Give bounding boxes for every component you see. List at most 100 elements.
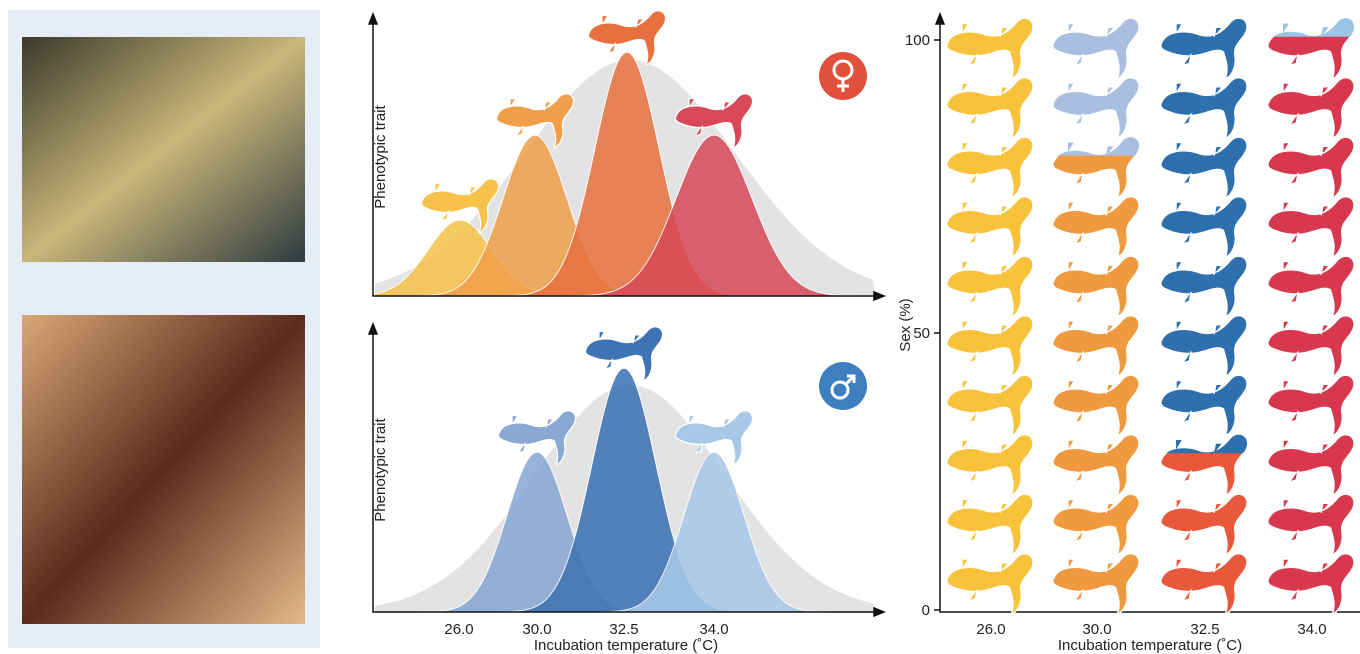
gecko-body <box>1268 375 1354 435</box>
x-tick-label: 32.5 <box>609 621 638 638</box>
female-symbol <box>819 52 867 100</box>
gecko-body <box>1053 435 1139 495</box>
gecko-body <box>1053 256 1139 316</box>
gecko-body <box>1161 78 1247 138</box>
x-tick-label: 32.5 <box>1190 621 1219 638</box>
x-tick-label: 26.0 <box>444 621 473 638</box>
gecko-icon <box>1053 375 1139 435</box>
gecko-icon <box>947 137 1033 197</box>
gecko-icon <box>947 18 1033 78</box>
gecko-icon <box>947 78 1033 138</box>
gecko-icon <box>1161 494 1247 554</box>
gecko-body <box>1268 435 1354 495</box>
gecko-body <box>947 18 1033 78</box>
sex-ratio-grid <box>947 18 1354 614</box>
y-ticks <box>934 40 940 610</box>
gecko-icon <box>1053 137 1139 197</box>
gecko-icon <box>1161 197 1247 257</box>
gecko-icon <box>1053 554 1139 614</box>
gecko-body <box>1053 316 1139 376</box>
gecko-icon <box>1268 78 1354 138</box>
gecko-icon <box>1053 316 1139 376</box>
gecko-icon <box>1268 494 1354 554</box>
x-tick-label: 34.0 <box>699 621 728 638</box>
gecko-icon <box>1161 554 1247 614</box>
x-tick-label: 34.0 <box>1297 621 1326 638</box>
gecko-body <box>947 78 1033 138</box>
gecko-body <box>1161 18 1247 78</box>
x-tick-label: 26.0 <box>976 621 1005 638</box>
y-tick-label: 100 <box>905 32 930 49</box>
x-tick-label: 30.0 <box>522 621 551 638</box>
x-axis-label: Incubation temperature (˚C) <box>534 637 718 654</box>
gecko-icon <box>947 554 1033 614</box>
gecko-body <box>1053 494 1139 554</box>
gecko-body <box>947 197 1033 257</box>
gecko-body <box>1268 554 1354 614</box>
gecko-body <box>1268 137 1354 197</box>
gecko-body <box>947 256 1033 316</box>
gecko-body <box>1268 78 1354 138</box>
gecko-icon <box>1161 316 1247 376</box>
gecko-body <box>1268 316 1354 376</box>
gecko-icon <box>1053 78 1139 138</box>
photo-leopard-gecko <box>22 37 305 262</box>
gecko-icon <box>1161 435 1247 495</box>
y-tick-label: 50 <box>913 325 930 342</box>
gecko-body <box>1053 18 1139 78</box>
gecko-body <box>947 435 1033 495</box>
gecko-body <box>1161 375 1247 435</box>
y-axis-label: Sex (%) <box>897 298 914 351</box>
gecko-icon <box>1053 435 1139 495</box>
gecko-icon <box>1161 18 1247 78</box>
y-tick-label: 0 <box>922 602 930 619</box>
y-axis-label: Phenotypic trait <box>372 417 389 521</box>
x-tick-label: 30.0 <box>1082 621 1111 638</box>
gecko-body <box>947 137 1033 197</box>
gecko-icon <box>947 197 1033 257</box>
gecko-icon <box>947 375 1033 435</box>
gecko-icon <box>1161 137 1247 197</box>
photo-gecko-hatchling <box>22 315 305 624</box>
x-axis-label: Incubation temperature (˚C) <box>1058 637 1242 654</box>
gecko-body <box>947 375 1033 435</box>
gecko-body <box>1161 554 1247 614</box>
gecko-icon <box>947 494 1033 554</box>
gecko-body <box>1161 316 1247 376</box>
gecko-icon <box>1053 494 1139 554</box>
gecko-body <box>1053 197 1139 257</box>
gecko-icon <box>947 256 1033 316</box>
gecko-icon <box>1268 375 1354 435</box>
gecko-icon <box>947 435 1033 495</box>
gecko-body <box>1053 78 1139 138</box>
gecko-icon <box>1268 137 1354 197</box>
gecko-icon <box>1268 197 1354 257</box>
gecko-body <box>1268 494 1354 554</box>
gecko-body <box>1161 197 1247 257</box>
y-axis-label: Phenotypic trait <box>372 104 389 208</box>
gecko-icon <box>1268 256 1354 316</box>
gecko-body <box>1053 554 1139 614</box>
gecko-icon <box>1161 256 1247 316</box>
gecko-icon <box>1268 435 1354 495</box>
gecko-body <box>1161 137 1247 197</box>
gecko-icon <box>947 316 1033 376</box>
figure: Phenotypic trait Phenotypic trait 26.0 3… <box>0 0 1360 654</box>
gecko-icon <box>1053 256 1139 316</box>
male-symbol <box>819 362 867 410</box>
gecko-icon <box>1053 18 1139 78</box>
gecko-body <box>947 554 1033 614</box>
gecko-icon <box>1268 554 1354 614</box>
gecko-body <box>947 316 1033 376</box>
gecko-icon <box>1161 375 1247 435</box>
gecko-icon <box>1161 78 1247 138</box>
gecko-body <box>1268 197 1354 257</box>
gecko-body <box>1053 375 1139 435</box>
gecko-body <box>1161 256 1247 316</box>
gecko-body <box>947 494 1033 554</box>
gecko-body <box>1268 256 1354 316</box>
gecko-icon <box>1268 18 1354 78</box>
gecko-body <box>1161 494 1247 554</box>
gecko-icon <box>1268 316 1354 376</box>
distributions <box>375 11 875 612</box>
